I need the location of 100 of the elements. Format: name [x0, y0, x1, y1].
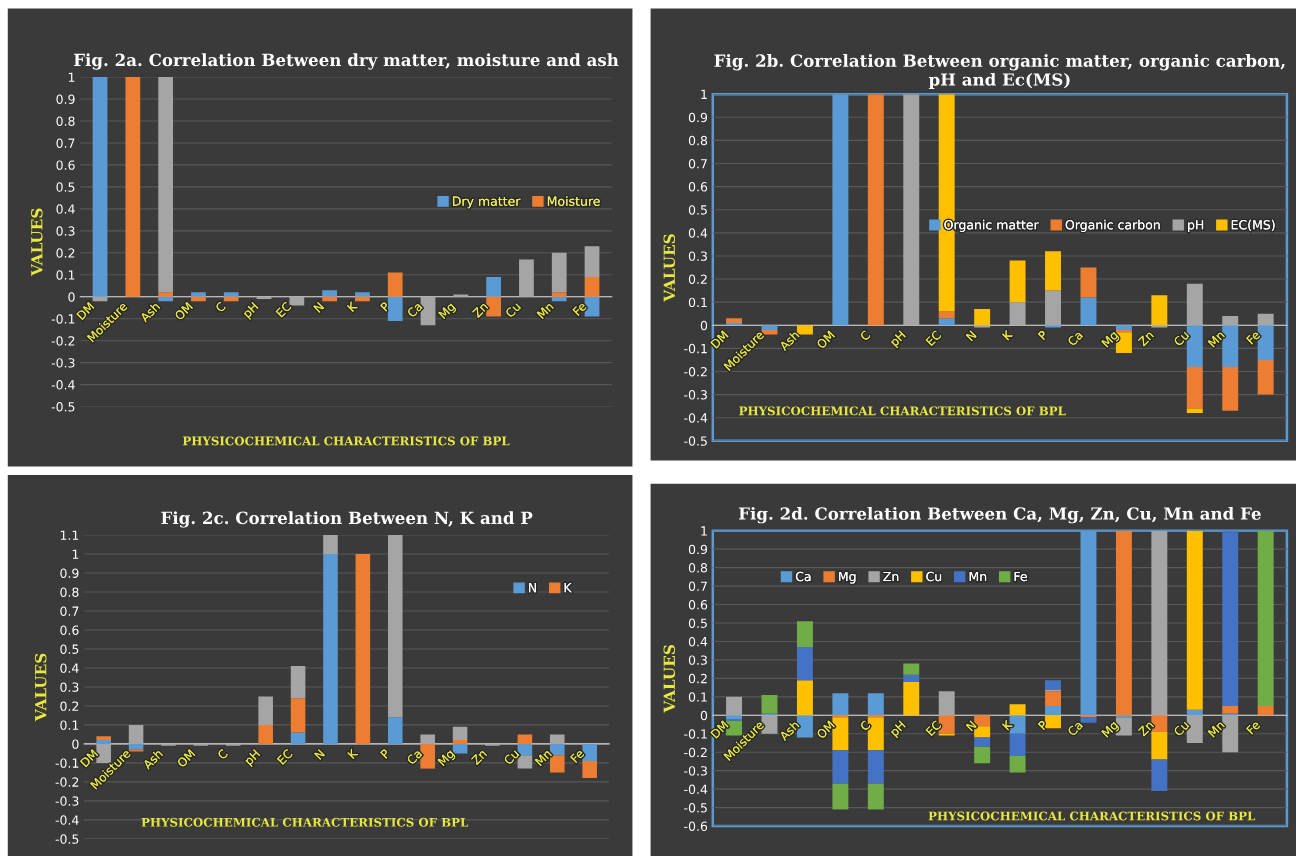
- y-tick-label: -0.5: [51, 402, 75, 412]
- bar: [92, 77, 108, 297]
- bar: [832, 783, 849, 810]
- y-tick-label: -0.4: [55, 815, 79, 825]
- bar: [867, 94, 884, 326]
- x-tick-label: N: [314, 749, 325, 760]
- bar: [158, 296, 174, 302]
- x-tick-label: Ca: [1067, 720, 1084, 737]
- bar: [452, 740, 468, 744]
- bar: [387, 296, 403, 321]
- bar: [796, 680, 813, 716]
- bar: [387, 272, 403, 297]
- x-tick-label: Zn: [1137, 330, 1154, 347]
- y-tick-label: -0.6: [684, 821, 708, 831]
- bar: [938, 318, 955, 326]
- bar: [1045, 715, 1061, 729]
- bar: [258, 724, 273, 744]
- bar: [1151, 325, 1168, 328]
- y-tick-label: -0.4: [684, 413, 708, 423]
- bar: [832, 693, 849, 716]
- x-tick-label: C: [859, 720, 871, 732]
- y-tick-label: -0.3: [55, 796, 79, 806]
- bar: [1151, 530, 1168, 716]
- bar: [128, 724, 144, 744]
- bar: [1045, 325, 1061, 328]
- x-tick-label: Mn: [534, 749, 552, 767]
- bar: [1045, 706, 1061, 716]
- bar: [158, 292, 174, 297]
- bar: [1115, 325, 1132, 330]
- y-axis-title: VALUES: [31, 208, 43, 277]
- y-tick-label: 0.9: [60, 568, 79, 578]
- bar: [1257, 313, 1274, 326]
- bar: [223, 292, 239, 297]
- y-tick-label: 0: [700, 320, 708, 331]
- y-tick-label: -0.3: [684, 766, 707, 776]
- x-tick-label: K: [346, 301, 358, 312]
- y-tick-label: 0.1: [56, 270, 75, 280]
- bar: [1115, 530, 1132, 716]
- bar: [761, 694, 778, 714]
- y-tick-label: 0.6: [56, 160, 75, 170]
- x-tick-label: EC: [275, 301, 292, 318]
- bar: [420, 734, 435, 744]
- x-tick-label: Zn: [472, 301, 489, 318]
- bar: [289, 296, 305, 306]
- legend-label: Mg: [839, 571, 856, 584]
- bar: [420, 743, 435, 769]
- bar: [158, 77, 174, 293]
- bar: [1186, 408, 1203, 414]
- x-tick-label: OM: [174, 301, 193, 321]
- bar: [551, 296, 567, 302]
- x-tick-label: Mn: [1207, 720, 1225, 738]
- bar: [1186, 283, 1203, 326]
- y-tick-label: 0.8: [60, 587, 79, 597]
- bar: [726, 715, 743, 719]
- x-tick-label: pH: [242, 301, 261, 320]
- y-tick-label: 0.1: [688, 297, 707, 308]
- y-tick-label: 0: [72, 739, 79, 749]
- y-tick-label: 0.4: [688, 636, 708, 647]
- y-tick-label: -0.2: [51, 336, 75, 346]
- legend-label: EC(MS): [1231, 219, 1275, 231]
- y-tick-label: 0.1: [60, 720, 79, 730]
- legend-label: pH: [1188, 220, 1204, 232]
- bar: [726, 318, 743, 323]
- bar: [1045, 691, 1061, 707]
- bar: [867, 783, 884, 810]
- y-axis-title: VALUES: [663, 645, 676, 713]
- bar: [355, 292, 370, 297]
- bar: [549, 734, 565, 744]
- bar: [796, 621, 813, 647]
- x-tick-label: OM: [816, 330, 835, 350]
- x-tick-label: Mn: [1207, 330, 1225, 348]
- bar: [1080, 717, 1097, 723]
- x-tick-label: P: [380, 748, 391, 759]
- bar: [420, 296, 436, 326]
- x-tick-label: K: [1002, 329, 1013, 341]
- y-tick-label: 0.2: [56, 248, 75, 258]
- bar: [452, 726, 468, 741]
- y-tick-label: 0.7: [60, 606, 79, 616]
- bar: [323, 553, 338, 744]
- x-tick-label: Fe: [1246, 720, 1261, 735]
- x-tick-label: K: [347, 748, 359, 760]
- x-tick-label: Cu: [1173, 330, 1190, 347]
- bar: [517, 734, 533, 744]
- bar: [191, 296, 206, 302]
- bar: [290, 732, 306, 744]
- bar: [726, 696, 743, 716]
- y-tick-label: 0.7: [688, 158, 707, 169]
- bar: [355, 296, 370, 302]
- x-tick-label: N: [965, 330, 977, 342]
- x-tick-label: Fe: [1246, 330, 1261, 345]
- legend-label: Mn: [969, 571, 987, 581]
- y-tick-label: -0.1: [55, 758, 79, 768]
- x-tick-label: Ash: [139, 301, 161, 323]
- y-tick-label: 0.5: [60, 644, 79, 654]
- x-tick-label: C: [214, 301, 227, 313]
- x-tick-label: pH: [889, 330, 908, 349]
- legend-label: Organic carbon: [1065, 219, 1160, 232]
- y-tick-label: 0.6: [688, 182, 708, 192]
- bar: [1009, 302, 1026, 326]
- x-tick-label: P: [1037, 720, 1048, 731]
